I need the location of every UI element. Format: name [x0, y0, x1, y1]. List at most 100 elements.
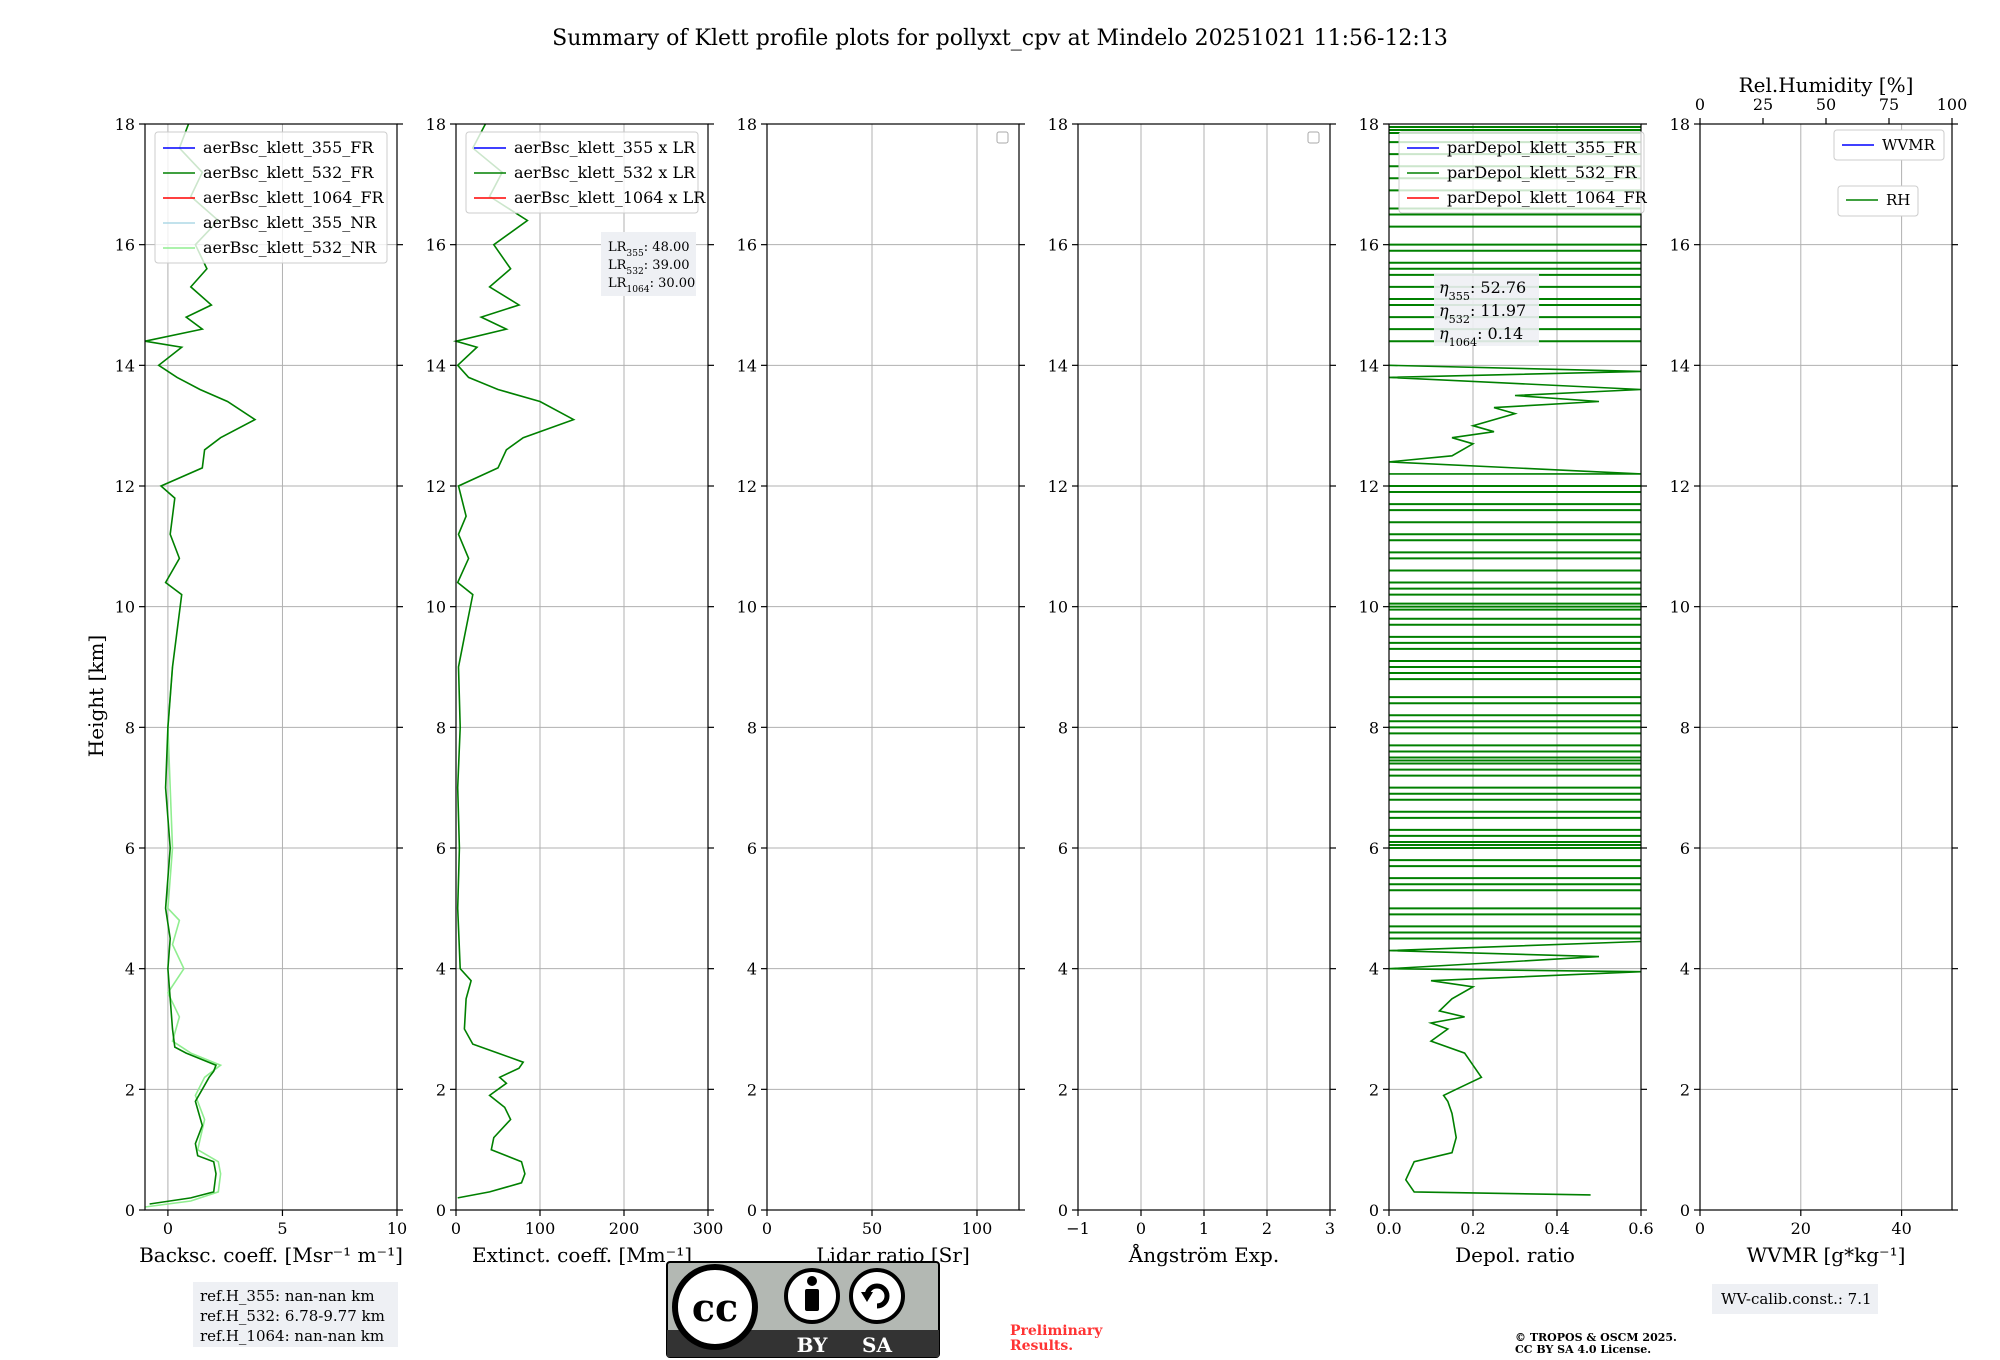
- y-tick-label: 10: [1359, 598, 1379, 617]
- y-tick-label: 18: [1359, 115, 1379, 134]
- legend-label: aerBsc_klett_1064_FR: [203, 188, 385, 207]
- ref-height-line: ref.H_532: 6.78-9.77 km: [200, 1307, 385, 1325]
- wv-calib-box: WV-calib.const.: 7.1: [1712, 1284, 1878, 1314]
- ref-height-line: ref.H_1064: nan-nan km: [200, 1327, 384, 1345]
- x-tick-label: 0: [1136, 1219, 1146, 1238]
- sa-share-icon: [849, 1268, 905, 1324]
- y-tick-label: 8: [1058, 718, 1068, 737]
- y-tick-label: 0: [1680, 1201, 1690, 1220]
- axes-frame: [1699, 123, 1953, 1211]
- y-tick-label: 18: [426, 115, 446, 134]
- y-tick-label: 12: [737, 477, 757, 496]
- y-tick-label: 0: [436, 1201, 446, 1220]
- series-line-aerBsc_klett_532_NR: [144, 666, 223, 1208]
- cc-logo-text: cc: [692, 1285, 738, 1330]
- empty-legend-icon: [996, 131, 1009, 144]
- axes-frame: [766, 123, 1020, 1211]
- copyright-note: © TROPOS & OSCM 2025. CC BY SA 4.0 Licen…: [1515, 1331, 1677, 1356]
- lr-annotation-box: [601, 232, 696, 296]
- y-tick-label: 14: [115, 356, 135, 375]
- panel-wv: 0 2 4 6 8 10 12 14 16 18 0 20 40 WVMR [g*kg⁻¹] 0 25 50 75…: [1670, 73, 1968, 1267]
- y-tick-label: 2: [1058, 1080, 1068, 1099]
- legend-label: aerBsc_klett_532_NR: [203, 238, 377, 257]
- y-tick-label: 4: [436, 960, 446, 979]
- lr-annotation-line: LR1064: 30.00: [608, 276, 695, 295]
- x-tick-label: 100: [962, 1219, 993, 1238]
- y-tick-label: 16: [115, 236, 135, 255]
- legend-box: [1833, 129, 1945, 161]
- y-tick-label: 16: [1359, 236, 1379, 255]
- axes-frame: [1388, 123, 1642, 1211]
- legend-box: [1398, 131, 1645, 214]
- eta-annotation-line: η1064: 0.14: [1439, 324, 1523, 349]
- top-x-tick-label: 100: [1937, 95, 1968, 114]
- y-tick-label: 18: [1670, 115, 1690, 134]
- x-tick-label: 100: [525, 1219, 556, 1238]
- x-tick-label: 0.0: [1376, 1219, 1401, 1238]
- x-tick-label: 0: [163, 1219, 173, 1238]
- y-tick-label: 4: [1680, 960, 1690, 979]
- cc-logo-icon: [672, 1264, 758, 1350]
- y-tick-label: 4: [125, 960, 135, 979]
- legend-label: aerBsc_klett_355 x LR: [514, 138, 696, 157]
- y-tick-label: 2: [1369, 1080, 1379, 1099]
- y-tick-label: 12: [115, 477, 135, 496]
- x-axis-label: Ångström Exp.: [1128, 1242, 1279, 1267]
- legend-label: parDepol_klett_532_FR: [1447, 163, 1638, 182]
- lr-annotation-line: LR355: 48.00: [608, 240, 690, 259]
- legend-label: aerBsc_klett_355_FR: [203, 138, 374, 157]
- ref-height-box: ref.H_355: nan-nan km ref.H_532: 6.78-9.…: [193, 1282, 398, 1347]
- sa-label: SA: [862, 1333, 892, 1357]
- panel-bsc: 0 2 4 6 8 10 12 14 16 18 0 5 10 Backsc. coeff. [Msr⁻¹…: [115, 115, 408, 1267]
- y-tick-label: 2: [1680, 1080, 1690, 1099]
- preliminary-note: Preliminary Results.: [1010, 1323, 1103, 1354]
- y-tick-label: 14: [1359, 356, 1379, 375]
- y-tick-label: 2: [436, 1080, 446, 1099]
- y-tick-label: 14: [1048, 356, 1068, 375]
- x-axis-label: WVMR [g*kg⁻¹]: [1747, 1243, 1906, 1267]
- x-tick-label: 0.6: [1628, 1219, 1653, 1238]
- y-tick-label: 12: [1048, 477, 1068, 496]
- y-tick-label: 14: [737, 356, 757, 375]
- x-tick-label: 2: [1262, 1219, 1272, 1238]
- y-tick-label: 16: [426, 236, 446, 255]
- y-tick-label: 16: [737, 236, 757, 255]
- legend-label: aerBsc_klett_355_NR: [203, 213, 377, 232]
- y-tick-label: 6: [436, 839, 446, 858]
- y-tick-label: 4: [1369, 960, 1379, 979]
- x-tick-label: 1: [1199, 1219, 1209, 1238]
- x-tick-label: 3: [1325, 1219, 1335, 1238]
- eta-annotation-line: η532: 11.97: [1439, 301, 1526, 326]
- y-tick-label: 14: [426, 356, 446, 375]
- x-tick-label: 10: [387, 1219, 407, 1238]
- legend-label: aerBsc_klett_532_FR: [203, 163, 374, 182]
- y-tick-label: 10: [1048, 598, 1068, 617]
- y-tick-label: 18: [737, 115, 757, 134]
- y-tick-label: 8: [436, 718, 446, 737]
- y-tick-label: 18: [1048, 115, 1068, 134]
- y-tick-label: 8: [747, 718, 757, 737]
- preliminary-line: Results.: [1010, 1338, 1073, 1354]
- legend-label: parDepol_klett_355_FR: [1447, 138, 1638, 157]
- eta-annotation-box: [1434, 273, 1539, 346]
- y-tick-label: 8: [1680, 718, 1690, 737]
- empty-legend-icon: [1307, 131, 1320, 144]
- x-tick-label: 5: [277, 1219, 287, 1238]
- top-x-tick-label: 25: [1753, 95, 1773, 114]
- cc-by-sa-badge: cc BY SA: [666, 1261, 940, 1358]
- lr-annotation-line: LR532: 39.00: [608, 258, 690, 277]
- eta-annotation-line: η355: 52.76: [1439, 278, 1526, 303]
- y-tick-label: 6: [747, 839, 757, 858]
- axes-frame: [455, 123, 709, 1211]
- x-tick-label: 0.4: [1544, 1219, 1569, 1238]
- y-tick-label: 6: [125, 839, 135, 858]
- x-tick-label: 0: [1695, 1219, 1705, 1238]
- copyright-line: © TROPOS & OSCM 2025.: [1515, 1331, 1677, 1344]
- y-tick-label: 2: [747, 1080, 757, 1099]
- x-tick-label: 40: [1891, 1219, 1911, 1238]
- y-tick-label: 8: [125, 718, 135, 737]
